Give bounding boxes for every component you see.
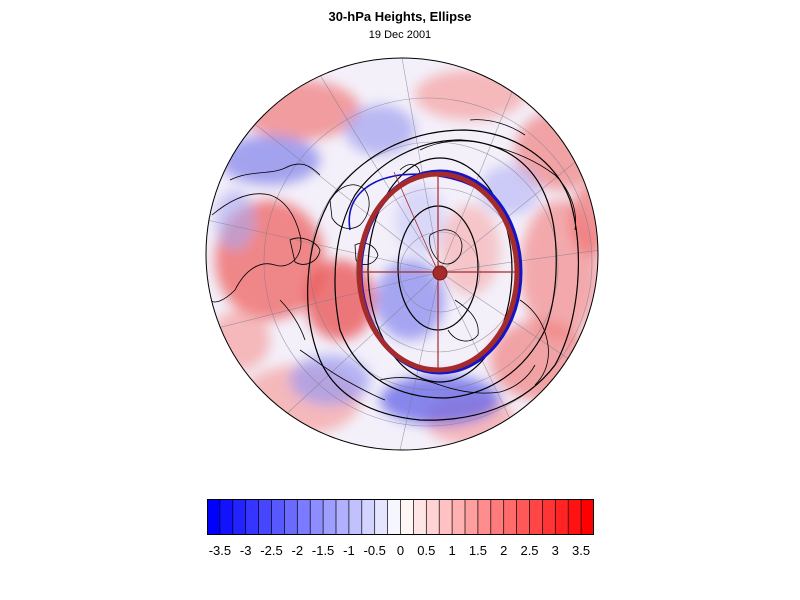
colorbar-swatch [271,499,285,535]
map-title: 30-hPa Heights, Ellipse [328,9,472,24]
colorbar-swatch [374,499,388,535]
colorbar-tick-label: 2.5 [520,543,539,558]
polar-map [205,57,599,451]
colorbar-tick-label: 0 [396,543,405,558]
colorbar-swatch [568,499,582,535]
colorbar-swatch [581,499,594,535]
colorbar-swatch [516,499,530,535]
colorbar-swatch [452,499,466,535]
colorbar-tick-label: -0.5 [363,543,386,558]
colorbar-labels: -3.5 -3 -2.5 -2 -1.5 -1 -0.5 0 0.5 1 1.5 2 2.5 3 3.5 [200,543,600,561]
colorbar-tick-label: -3.5 [208,543,232,558]
colorbar-swatch [413,499,427,535]
colorbar-swatch [529,499,543,535]
colorbar-swatch [258,499,272,535]
colorbar-tick-label: 3.5 [572,543,591,558]
colorbar-tick-label: -3 [239,543,252,558]
colorbar-swatch [284,499,298,535]
colorbar [207,499,594,535]
colorbar-tick-label: -2.5 [260,543,283,558]
colorbar-swatch [400,499,414,535]
colorbar-tick-label: 3 [551,543,559,558]
colorbar-swatch [555,499,569,535]
colorbar-swatch [297,499,311,535]
colorbar-swatch [336,499,350,535]
colorbar-swatch [477,499,492,535]
colorbar-tick-label: 1.5 [468,543,487,558]
colorbar-swatch [323,499,337,535]
colorbar-swatch [465,499,479,535]
colorbar-swatch [348,499,363,535]
colorbar-tick-label: 1 [448,543,456,558]
coastlines [209,119,577,401]
colorbar-swatch [207,499,221,535]
colorbar-swatch [387,499,401,535]
globe-outline [205,57,599,451]
colorbar-tick-label: -1.5 [311,543,335,558]
colorbar-tick-label: -2 [291,543,304,558]
colorbar-frame [207,499,594,535]
colorbar-swatch [245,499,259,535]
colorbar-swatch [439,499,453,535]
globe [206,58,598,450]
map-date: 19 Dec 2001 [368,29,432,41]
fitted-ellipse [356,169,523,375]
colorbar-swatch [310,499,324,535]
colorbar-tick-label: 0.5 [417,543,436,558]
colorbar-swatch [361,499,376,535]
colorbar-swatch [219,499,234,535]
colorbar-swatch [426,499,440,535]
colorbar-swatch [490,499,505,535]
colorbar-tick-label: 2 [500,543,508,558]
colorbar-swatch [542,499,556,535]
colorbar-tick-label: -1 [343,543,355,558]
colorbar-swatch [232,499,247,535]
colorbar-swatch [503,499,517,535]
